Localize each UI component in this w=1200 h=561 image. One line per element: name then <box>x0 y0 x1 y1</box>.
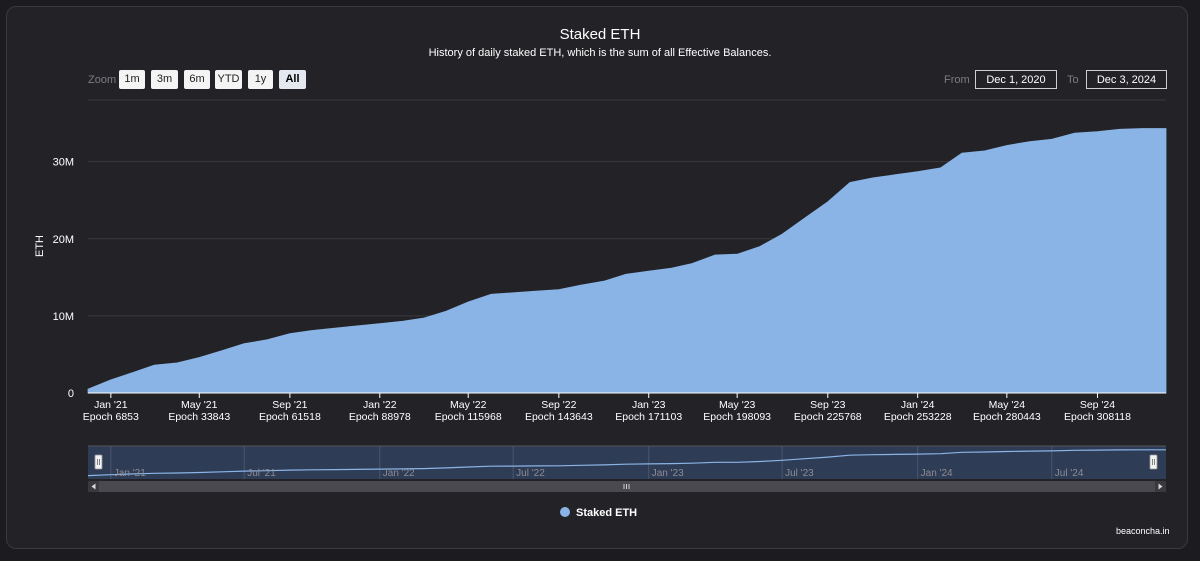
x-tick-epoch-label: Epoch 6853 <box>83 411 139 423</box>
x-tick-label: May '24 <box>989 399 1026 411</box>
x-tick-epoch-label: Epoch 253228 <box>884 411 952 423</box>
zoom-1y-button[interactable]: 1y <box>248 70 273 89</box>
scrollbar-right-arrow[interactable] <box>1155 481 1166 492</box>
y-tick-label: 20M <box>53 234 74 246</box>
navigator-left-handle[interactable] <box>94 454 103 470</box>
x-tick-epoch-label: Epoch 171103 <box>615 411 682 423</box>
x-tick-label: Jan '21 <box>94 399 128 411</box>
range-from-label: From <box>944 74 970 86</box>
navigator-label: Jan '24 <box>921 468 953 479</box>
x-tick-epoch-label: Epoch 225768 <box>794 411 862 423</box>
x-tick-label: Sep '22 <box>541 399 576 411</box>
scrollbar-left-arrow[interactable] <box>88 481 99 492</box>
range-from-input[interactable]: Dec 1, 2020 <box>975 70 1057 89</box>
y-tick-label: 30M <box>53 157 74 169</box>
navigator-grid <box>110 446 1053 479</box>
navigator-series-line <box>87 449 1166 477</box>
credits-link[interactable]: beaconcha.in <box>1116 526 1170 536</box>
staked-eth-area[interactable] <box>87 128 1167 394</box>
x-tick-label: Jan '22 <box>363 399 397 411</box>
y-axis-title: ETH <box>34 235 46 257</box>
navigator-label: Jul '21 <box>247 468 276 479</box>
y-tick-label: 0 <box>68 388 74 400</box>
x-tick-label: Sep '21 <box>272 399 307 411</box>
x-tick-epoch-label: Epoch 143643 <box>525 411 593 423</box>
navigator-label: Jul '23 <box>785 468 814 479</box>
x-tick-epoch-label: Epoch 115968 <box>435 411 502 423</box>
zoom-1m-button[interactable]: 1m <box>119 70 145 89</box>
x-tick-label: May '23 <box>719 399 756 411</box>
x-tick-label: May '22 <box>450 399 487 411</box>
zoom-6m-button[interactable]: 6m <box>184 70 210 89</box>
x-tick-label: May '21 <box>181 399 218 411</box>
navigator-label: Jan '22 <box>383 468 415 479</box>
x-tick-label: Sep '24 <box>1080 399 1115 411</box>
chart-title: Staked ETH <box>559 26 641 43</box>
scrollbar[interactable] <box>88 481 1166 492</box>
legend-marker-icon[interactable] <box>560 507 570 517</box>
x-tick-epoch-label: Epoch 280443 <box>973 411 1041 423</box>
navigator-labels: Jan '21 Jul '21 Jan '22 Jul '22 Jan '23 Jul '… <box>114 468 1084 479</box>
x-tick-epoch-label: Epoch 88978 <box>349 411 411 423</box>
zoom-3m-button[interactable]: 3m <box>151 70 178 89</box>
zoom-ytd-button[interactable]: YTD <box>215 70 242 89</box>
navigator[interactable]: Jan '21 Jul '21 Jan '22 Jul '22 Jan '23 Jul '… <box>87 445 1166 479</box>
scrollbar-grip-icon[interactable] <box>623 484 630 489</box>
x-tick-epoch-label: Epoch 308118 <box>1064 411 1131 423</box>
chart-subtitle: History of daily staked ETH, which is th… <box>428 47 772 59</box>
y-tick-label: 10M <box>53 311 74 323</box>
legend[interactable]: Staked ETH <box>560 507 637 519</box>
x-tick-label: Jan '24 <box>901 399 935 411</box>
y-axis: ETH 0 10M 20M 30M <box>34 157 74 400</box>
range-to-input[interactable]: Dec 3, 2024 <box>1086 70 1167 89</box>
legend-item-staked-eth[interactable]: Staked ETH <box>576 507 637 519</box>
x-tick-label: Sep '23 <box>810 399 845 411</box>
navigator-label: Jan '21 <box>114 468 146 479</box>
navigator-right-handle[interactable] <box>1149 454 1158 470</box>
zoom-label: Zoom <box>88 74 117 86</box>
main-plot <box>87 128 1167 394</box>
navigator-label: Jul '22 <box>516 468 545 479</box>
range-to-label: To <box>1067 74 1079 86</box>
x-tick-epoch-label: Epoch 33843 <box>168 411 230 423</box>
x-tick-label: Jan '23 <box>632 399 666 411</box>
zoom-all-button[interactable]: All <box>279 70 306 89</box>
x-tick-epoch-label: Epoch 198093 <box>703 411 771 423</box>
x-tick-epoch-label: Epoch 61518 <box>259 411 321 423</box>
navigator-label: Jan '23 <box>652 468 684 479</box>
navigator-label: Jul '24 <box>1055 468 1084 479</box>
